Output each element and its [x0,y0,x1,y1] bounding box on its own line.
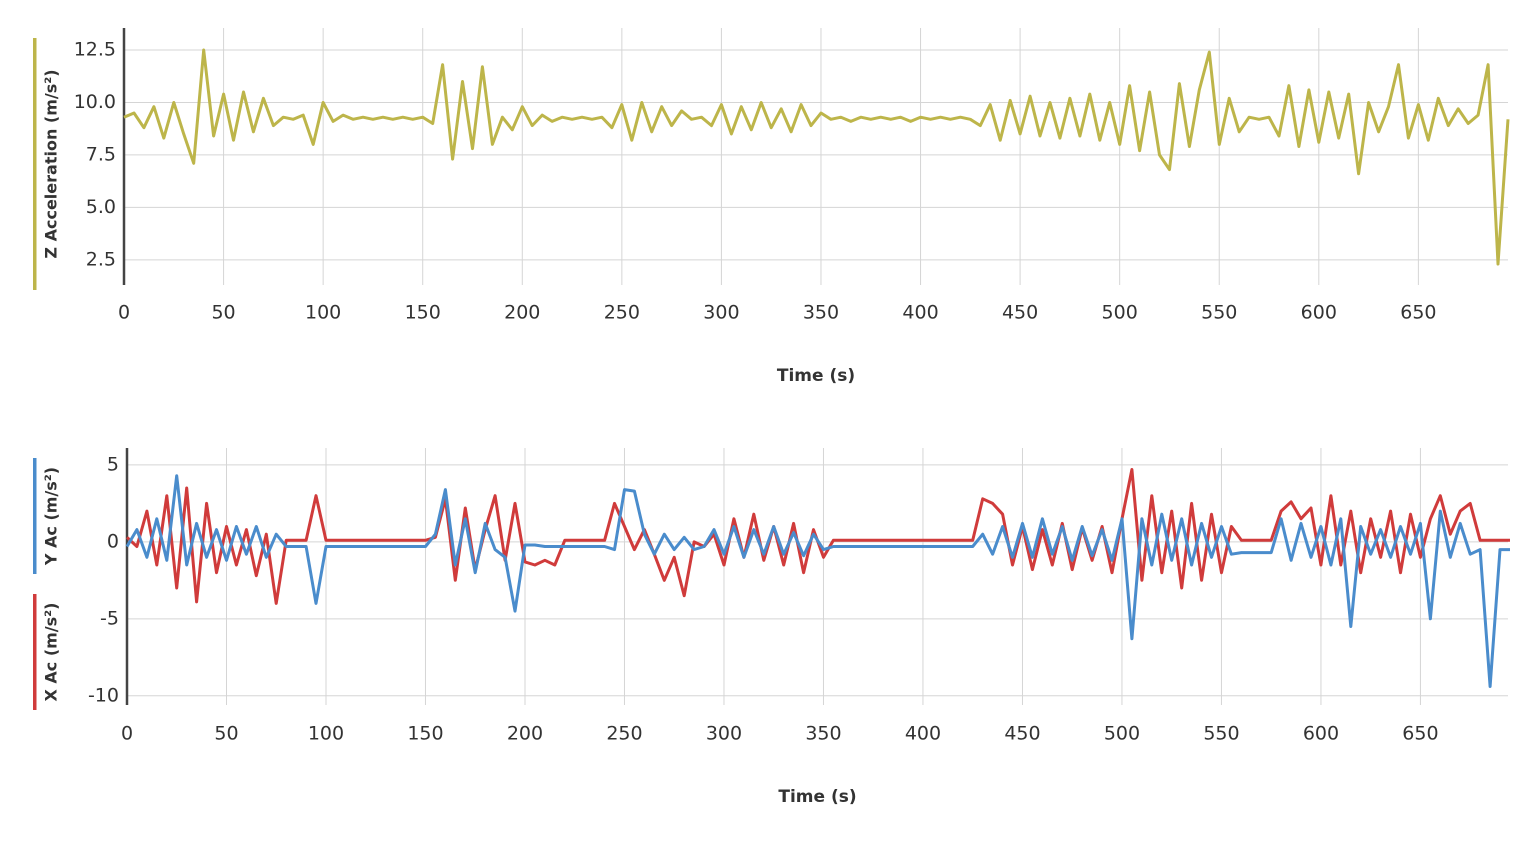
x-tick-label: 500 [1104,723,1140,745]
data-line [125,474,1510,688]
x-tick-label: 300 [703,302,739,324]
x-tick-label: 600 [1301,302,1337,324]
axis-label-bar [33,38,37,290]
x-tick-label: 250 [606,723,642,745]
y-tick-label: 7.5 [86,143,116,165]
x-tick-label: 350 [805,723,841,745]
data-line [125,468,1510,605]
y-tick-label: 12.5 [74,39,116,61]
x-tick-label: 600 [1303,723,1339,745]
y-axis-title: Y Ac (m/s²) [42,467,61,566]
x-tick-label: 200 [507,723,543,745]
y-tick-label: 2.5 [86,248,116,270]
x-tick-label: 150 [407,723,443,745]
axis-label-bar [33,594,37,710]
x-tick-label: 500 [1102,302,1138,324]
y-axis-title: X Ac (m/s²) [42,602,61,701]
y-axis-title: Z Acceleration (m/s²) [42,69,61,258]
y-tick-label: -10 [88,684,119,706]
data-line [123,48,1510,266]
x-tick-label: 650 [1400,302,1436,324]
y-tick-label: -5 [100,607,119,629]
x-tick-label: 550 [1201,302,1237,324]
x-tick-label: 650 [1402,723,1438,745]
x-tick-label: 0 [121,723,133,745]
x-tick-label: 250 [604,302,640,324]
x-axis-title: Time (s) [778,787,856,807]
x-tick-label: 450 [1002,302,1038,324]
x-tick-label: 550 [1203,723,1239,745]
x-tick-label: 200 [504,302,540,324]
x-tick-label: 350 [803,302,839,324]
x-tick-label: 400 [905,723,941,745]
x-tick-label: 400 [902,302,938,324]
x-tick-label: 0 [118,302,130,324]
axis-label-bar [33,458,37,574]
x-tick-label: 300 [706,723,742,745]
y-tick-label: 10.0 [74,91,116,113]
x-tick-label: 50 [214,723,238,745]
x-axis-title: Time (s) [777,366,855,386]
y-tick-label: 0 [107,530,119,552]
x-tick-label: 450 [1004,723,1040,745]
x-tick-label: 150 [405,302,441,324]
x-tick-label: 100 [308,723,344,745]
x-tick-label: 100 [305,302,341,324]
x-tick-label: 50 [211,302,235,324]
y-tick-label: 5 [107,453,119,475]
y-tick-label: 5.0 [86,196,116,218]
